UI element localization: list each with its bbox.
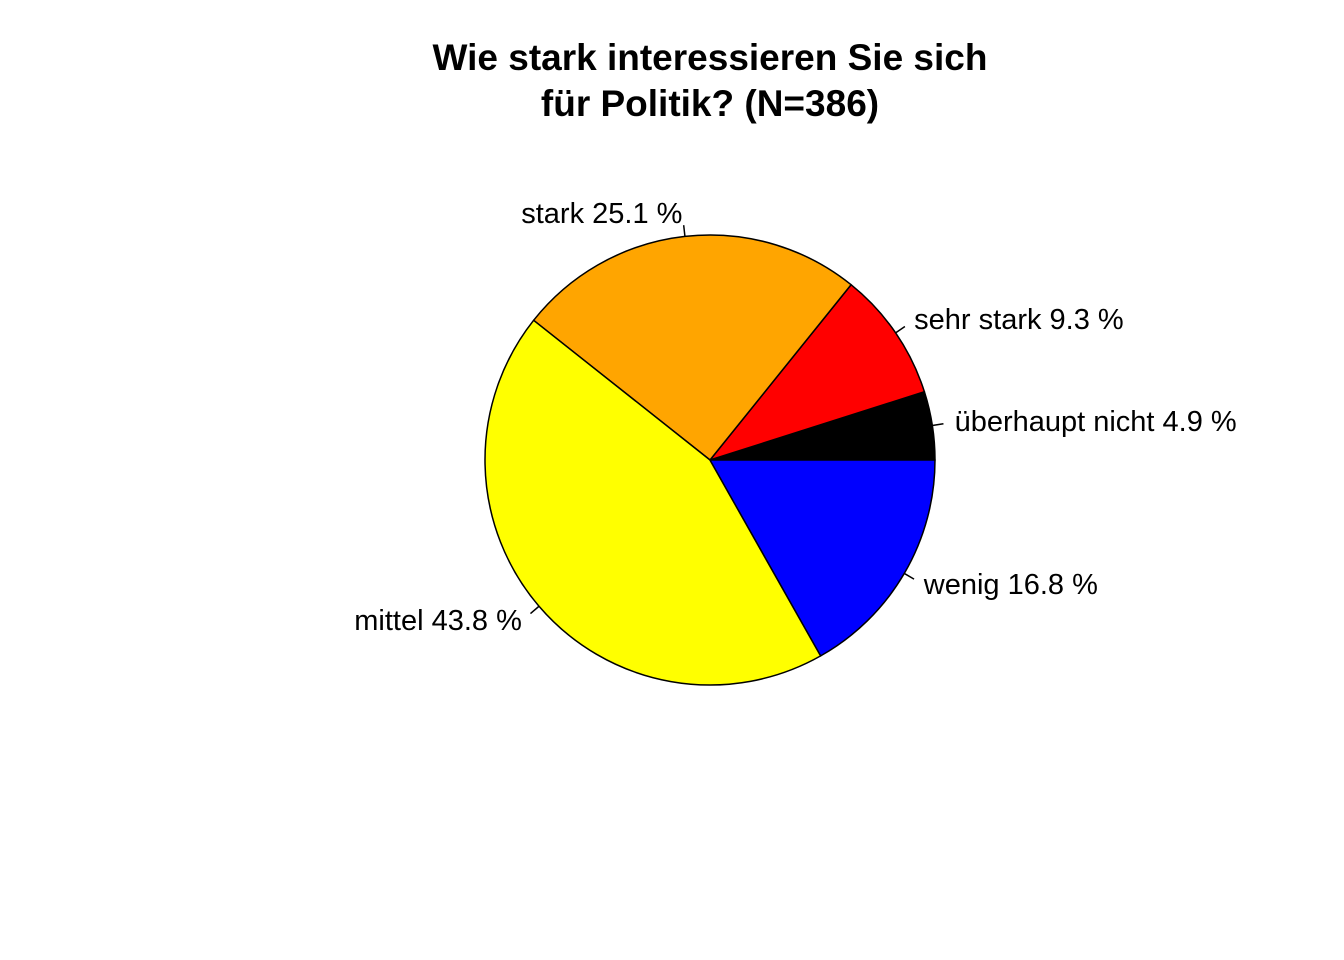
pie-label-sehr-stark: sehr stark 9.3 % [914,304,1124,336]
pie-label-uberhaupt-nicht: überhaupt nicht 4.9 % [955,406,1237,438]
pie-slice-sehr-stark [709,283,926,461]
pie-label-stark: stark 25.1 % [521,198,682,230]
pie-tick-mittel [529,605,540,615]
pie-slices [484,234,936,686]
pie-label-ticks [529,225,944,615]
chart-title-line-2: für Politik? (N=386) [541,83,879,124]
pie-label-mittel: mittel 43.8 % [354,605,522,637]
pie-slice-stark [532,234,852,461]
pie-labels: überhaupt nicht 4.9 % sehr stark 9.3 % sta… [354,198,1236,637]
pie-tick-stark [682,225,686,237]
pie-tick-uberhaupt-nicht [932,422,944,427]
pie-tick-wenig [903,572,915,580]
pie-label-wenig: wenig 16.8 % [923,569,1098,601]
chart-title-line-1: Wie stark interessieren Sie sich [433,37,988,78]
pie-tick-sehr-stark [895,325,906,334]
pie-slice-wenig [709,459,936,657]
